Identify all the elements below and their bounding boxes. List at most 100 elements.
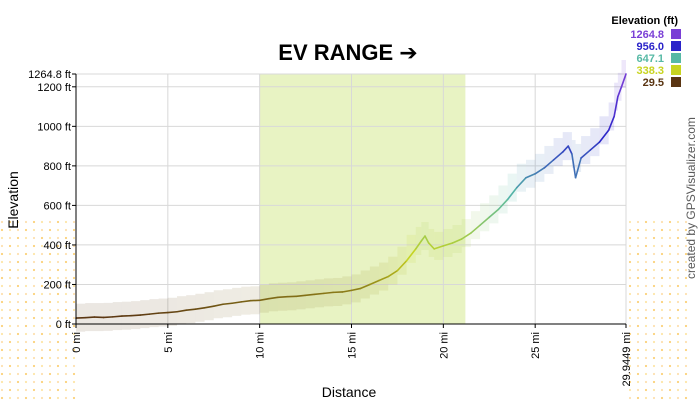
decor-dot: [628, 276, 632, 280]
decor-dot: [72, 244, 76, 248]
decor-dot: [64, 332, 68, 336]
decor-dot: [8, 268, 12, 272]
decor-dot: [40, 340, 44, 344]
decor-dot: [8, 340, 12, 344]
decor-dot: [652, 220, 656, 224]
decor-dot: [8, 292, 12, 296]
decor-dot: [8, 324, 12, 328]
elevation-line-segment: [295, 294, 307, 298]
elevation-band-segment: [428, 228, 435, 257]
decor-dot: [48, 284, 52, 288]
decor-dot: [628, 252, 632, 256]
decor-dot: [32, 388, 36, 392]
decor-dot: [628, 372, 632, 376]
decor-dot: [636, 228, 640, 232]
decor-dot: [652, 228, 656, 232]
decor-dot: [660, 388, 664, 392]
elevation-band-segment: [621, 60, 626, 88]
decor-dot: [644, 284, 648, 288]
decor-dot: [40, 260, 44, 264]
decor-dot: [0, 220, 4, 224]
elevation-band-segment: [406, 234, 416, 263]
decor-dot: [684, 228, 688, 232]
elevation-line-segment: [167, 310, 178, 314]
decor-dot: [48, 396, 52, 400]
decor-dot: [636, 220, 640, 224]
decor-dot: [628, 236, 632, 240]
decor-dot: [644, 340, 648, 344]
decor-dot: [660, 340, 664, 344]
elevation-line-segment: [620, 73, 627, 88]
decor-dot: [8, 300, 12, 304]
decor-dot: [72, 292, 76, 296]
decor-dot: [40, 300, 44, 304]
decor-dot: [660, 396, 664, 400]
decor-dot: [636, 356, 640, 360]
elevation-line-segment: [427, 242, 435, 250]
decor-dot: [72, 356, 76, 360]
chart-title: EV RANGE ➔: [278, 40, 417, 65]
decor-dot: [636, 316, 640, 320]
decor-dot: [644, 308, 648, 312]
decor-dot: [636, 364, 640, 368]
decor-dot: [644, 332, 648, 336]
decor-dot: [0, 308, 4, 312]
decor-dot: [644, 396, 648, 400]
decor-dot: [660, 356, 664, 360]
decor-dot: [16, 388, 20, 392]
decor-dot: [32, 300, 36, 304]
legend-value: 29.5: [643, 77, 664, 89]
decor-dot: [64, 244, 68, 248]
decor-dot: [64, 372, 68, 376]
decor-dot: [48, 292, 52, 296]
decor-dot: [72, 220, 76, 224]
decor-dot: [64, 356, 68, 360]
decor-dot: [48, 324, 52, 328]
decor-dot: [684, 380, 688, 384]
elevation-band-segment: [608, 102, 615, 131]
decor-dot: [32, 244, 36, 248]
decor-dot: [636, 332, 640, 336]
decor-dot: [660, 276, 664, 280]
decor-dot: [48, 348, 52, 352]
decor-dot: [40, 228, 44, 232]
elevation-line-segment: [424, 235, 430, 244]
decor-dot: [644, 388, 648, 392]
decor-dot: [0, 332, 4, 336]
decor-dot: [0, 372, 4, 376]
decor-dot: [644, 268, 648, 272]
elevation-line-segment: [258, 297, 270, 302]
decor-dot: [16, 316, 20, 320]
decor-dot: [628, 284, 632, 288]
decor-dot: [48, 228, 52, 232]
elevation-line-segment: [194, 306, 206, 310]
decor-dot: [48, 356, 52, 360]
decor-dot: [684, 220, 688, 224]
decor-dot: [628, 348, 632, 352]
decor-dot: [32, 220, 36, 224]
elevation-band-segment: [360, 270, 370, 299]
decor-dot: [48, 340, 52, 344]
decor-dot: [72, 372, 76, 376]
decor-dot: [72, 300, 76, 304]
elevation-band-segment: [562, 132, 569, 161]
decor-dot: [48, 276, 52, 280]
decor-dot: [676, 284, 680, 288]
decor-dot: [676, 388, 680, 392]
decor-dot: [684, 300, 688, 304]
decor-dot: [64, 324, 68, 328]
decor-dot: [48, 388, 52, 392]
decor-dot: [644, 380, 648, 384]
decor-dot: [64, 220, 68, 224]
decor-dot: [16, 268, 20, 272]
elevation-line-segment: [350, 287, 362, 292]
decor-dot: [668, 244, 672, 248]
legend-value: 647.1: [636, 53, 664, 65]
decor-dot: [668, 228, 672, 232]
y-tick-label: 400 ft: [43, 240, 71, 252]
x-tick-label: 0 mi: [71, 332, 83, 353]
decor-dot: [8, 364, 12, 368]
decor-dot: [628, 220, 632, 224]
elevation-line-segment: [369, 279, 380, 286]
decor-dot: [668, 308, 672, 312]
